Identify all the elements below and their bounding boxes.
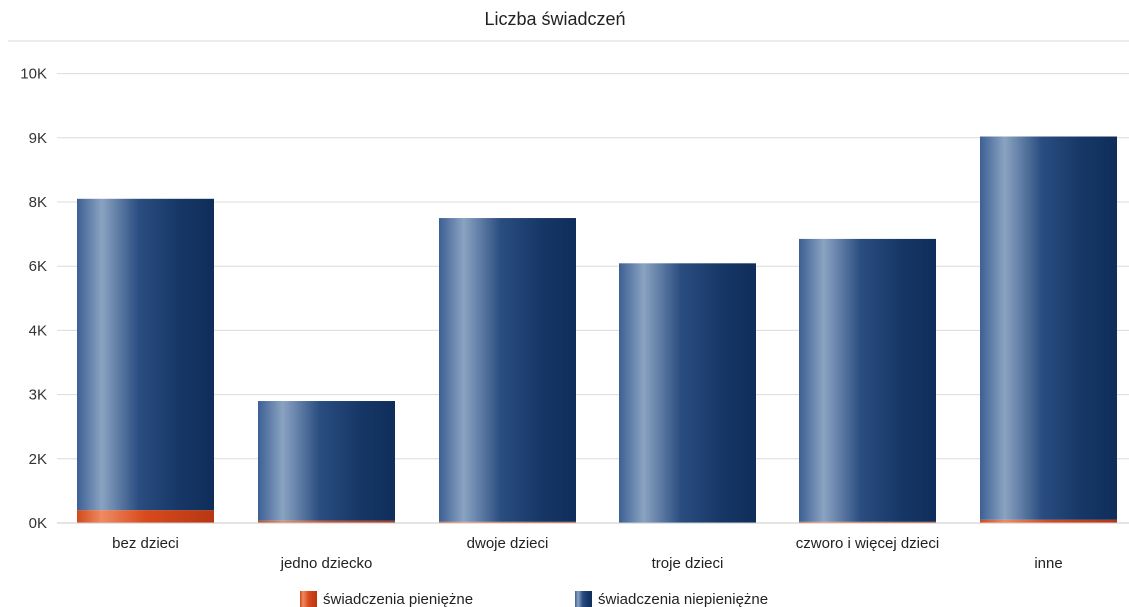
legend-swatch-pieniezne <box>300 591 317 607</box>
x-axis-labels: bez dzieci jedno dziecko dwoje dzieci troje… <box>112 535 1063 572</box>
y-tick-label: 0K <box>29 515 47 532</box>
chart-title: Liczba świadczeń <box>484 9 625 29</box>
bars <box>77 136 1117 523</box>
bar-segment-niepieniezne[interactable] <box>439 218 576 522</box>
x-category-label: bez dzieci <box>112 535 179 552</box>
bar-segment-pieniezne[interactable] <box>439 521 576 523</box>
y-tick-label: 2K <box>29 451 47 468</box>
x-category-label: troje dzieci <box>652 555 724 572</box>
legend-swatch-niepieniezne <box>575 591 592 607</box>
bar-segment-niepieniezne[interactable] <box>799 238 936 522</box>
x-category-label: dwoje dzieci <box>467 535 549 552</box>
legend-label-pieniezne: świadczenia pieniężne <box>323 591 473 607</box>
x-category-label: czworo i więcej dzieci <box>796 535 939 552</box>
legend: świadczenia pieniężne świadczenia niepie… <box>300 591 768 607</box>
y-tick-label: 3K <box>29 387 47 404</box>
y-tick-label: 10K <box>20 66 47 83</box>
bar-segment-niepieniezne[interactable] <box>77 198 214 511</box>
bar-segment-niepieniezne[interactable] <box>619 263 756 523</box>
grid-lines <box>57 73 1129 460</box>
bar-segment-pieniezne[interactable] <box>258 520 395 523</box>
bar-segment-pieniezne[interactable] <box>799 521 936 523</box>
y-tick-label: 6K <box>29 258 47 275</box>
bar-segment-niepieniezne[interactable] <box>258 401 395 521</box>
y-tick-label: 4K <box>29 322 47 339</box>
y-tick-label: 8K <box>29 194 47 211</box>
y-axis-ticks: 0K 2K 3K 4K 6K 8K 9K 10K <box>20 66 47 532</box>
bar-segment-niepieniezne[interactable] <box>980 136 1117 520</box>
bar-segment-pieniezne[interactable] <box>980 519 1117 523</box>
x-category-label: inne <box>1034 555 1062 572</box>
bar-segment-pieniezne[interactable] <box>77 510 214 523</box>
x-category-label: jedno dziecko <box>280 555 373 572</box>
legend-label-niepieniezne: świadczenia niepieniężne <box>598 591 768 607</box>
legend-item-niepieniezne[interactable]: świadczenia niepieniężne <box>575 591 768 607</box>
y-tick-label: 9K <box>29 130 47 147</box>
legend-item-pieniezne[interactable]: świadczenia pieniężne <box>300 591 473 607</box>
